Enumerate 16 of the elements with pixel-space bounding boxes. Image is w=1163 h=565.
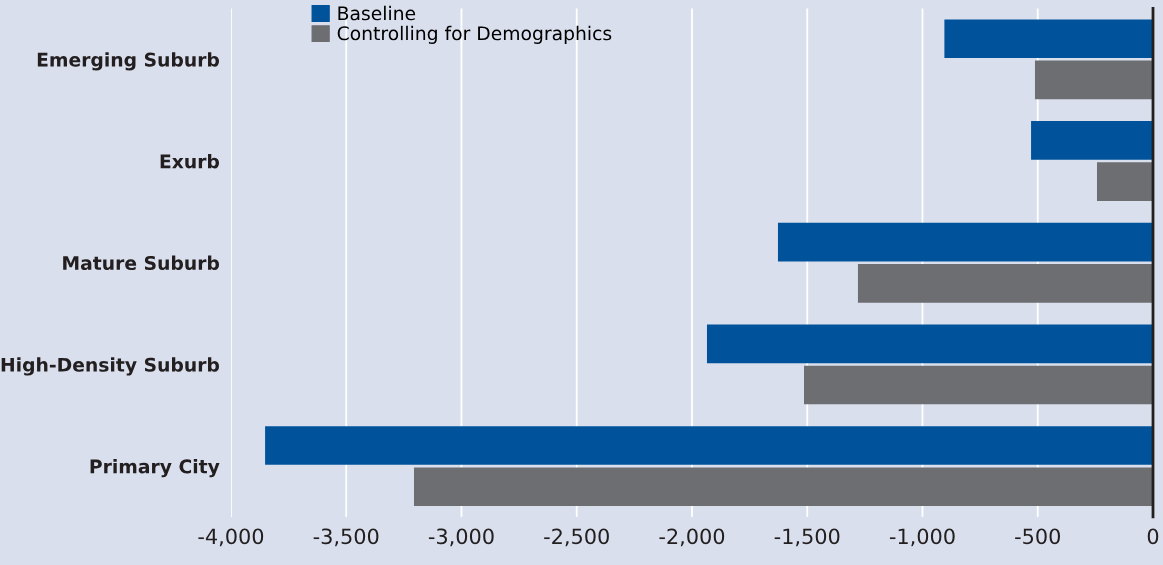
- y-tick-label: High-Density Suburb: [1, 357, 220, 376]
- legend-label: Controlling for Demographics: [337, 25, 612, 44]
- x-tick-label: 0: [1147, 528, 1159, 545]
- legend-label: Baseline: [338, 5, 416, 21]
- y-tick-label: Primary City: [90, 459, 220, 478]
- x-tick-label: -1,500: [774, 528, 840, 547]
- x-tick-label: -2,000: [659, 528, 725, 547]
- x-tick-label: -500: [1015, 528, 1060, 545]
- x-tick-label: -3,000: [428, 528, 494, 547]
- x-tick-label: -2,500: [544, 528, 609, 547]
- y-tick-label: Exurb: [160, 153, 220, 169]
- x-tick-label: -4,000: [198, 528, 264, 547]
- x-tick-label: -1,000: [889, 528, 955, 547]
- y-tick-label: Mature Suburb: [63, 255, 220, 271]
- y-tick-label: Emerging Suburb: [37, 52, 220, 71]
- x-tick-label: -3,500: [313, 528, 379, 547]
